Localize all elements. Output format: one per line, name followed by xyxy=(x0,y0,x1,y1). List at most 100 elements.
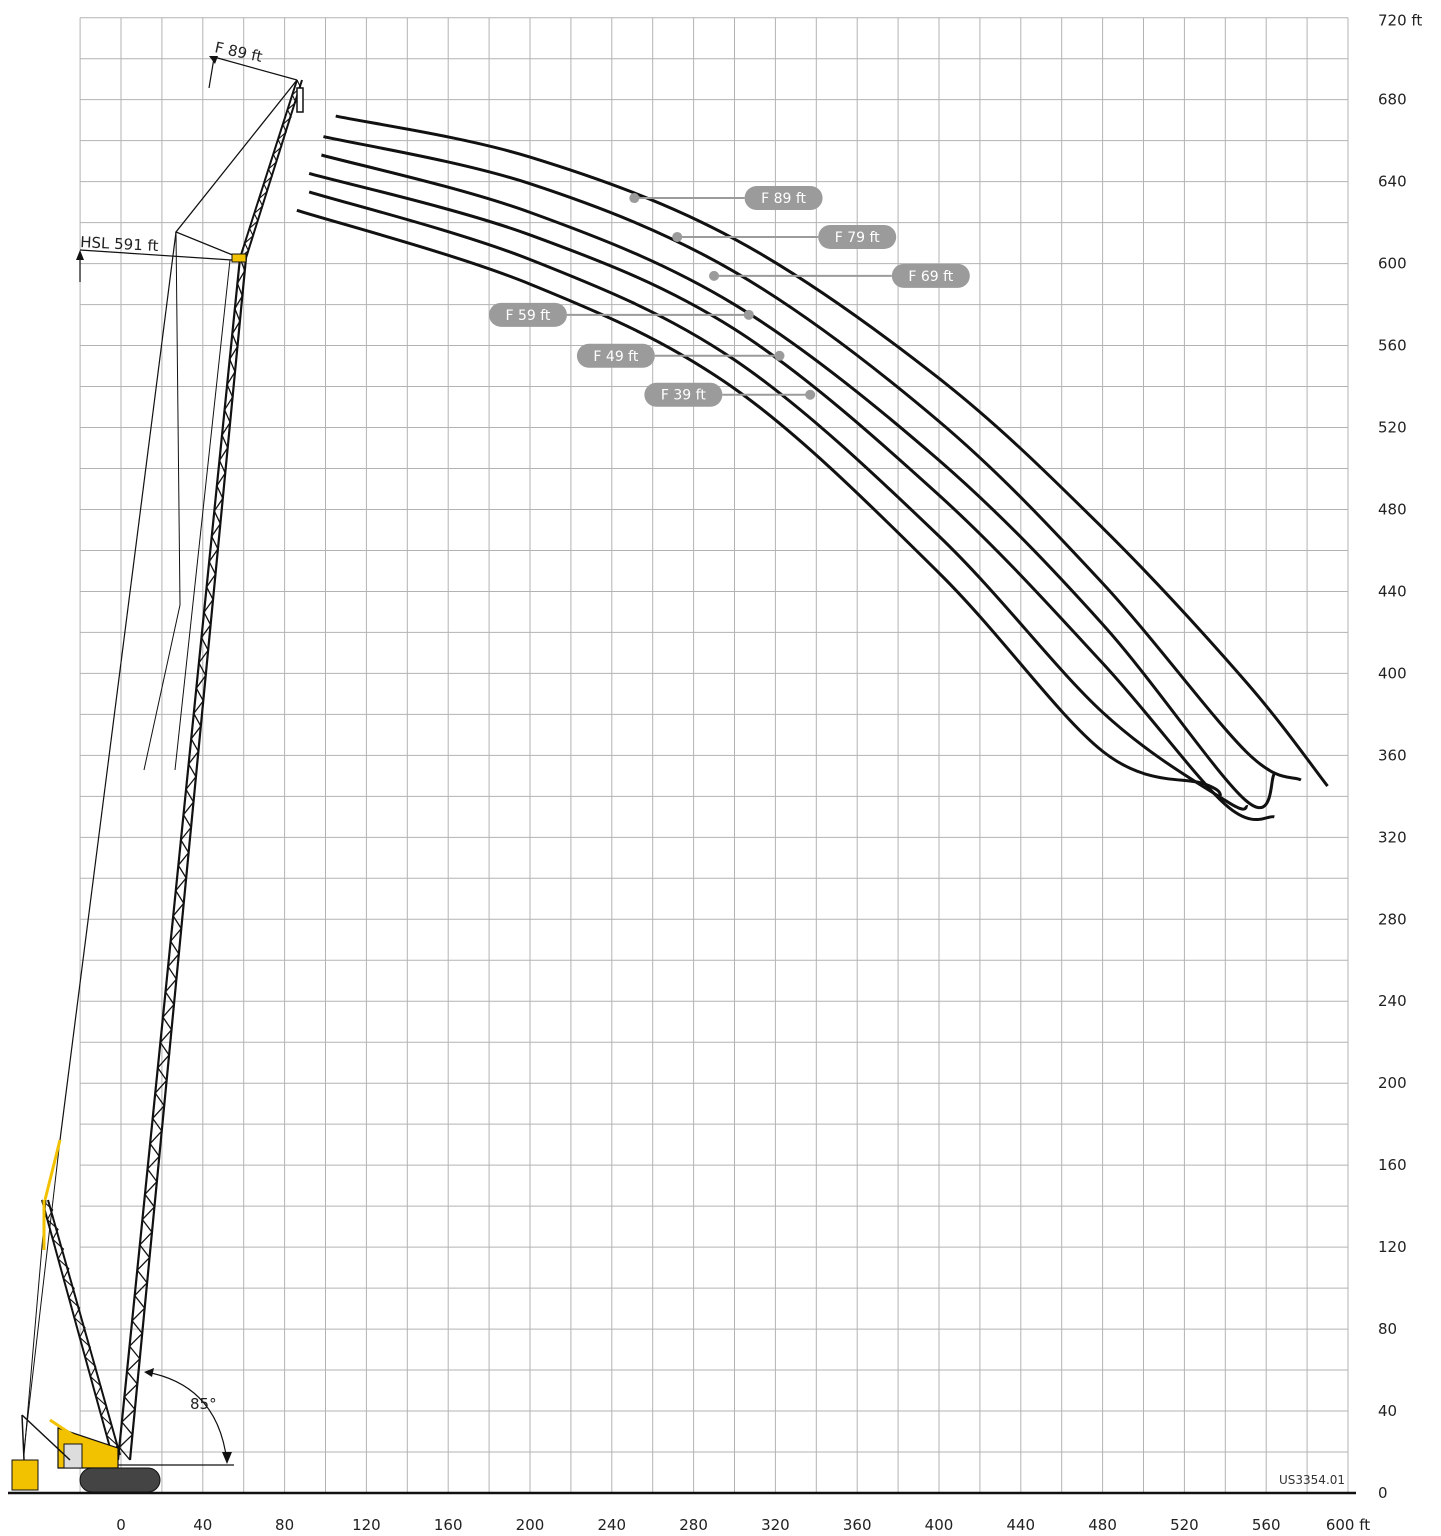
hsl-dimension-line xyxy=(79,249,233,261)
label-pill xyxy=(488,302,567,327)
hook-block xyxy=(296,87,304,113)
label-pill xyxy=(818,224,897,249)
x-tick-label: 560 xyxy=(1252,1516,1281,1534)
label-dot xyxy=(743,309,754,320)
label-dot xyxy=(774,350,785,361)
boom-chord xyxy=(116,257,242,1461)
derrick-arm xyxy=(21,1414,25,1461)
x-tick-label: 480 xyxy=(1088,1516,1117,1534)
guy-line xyxy=(174,259,231,771)
boom-lattice xyxy=(118,257,246,1461)
mast-lattice xyxy=(41,1199,118,1456)
arrow-head xyxy=(144,1368,154,1377)
series-label: F 69 ft xyxy=(908,269,953,285)
series-label: F 79 ft xyxy=(835,230,880,246)
label-dot xyxy=(805,389,816,400)
series-line xyxy=(323,135,1302,782)
y-tick-label: 480 xyxy=(1378,500,1407,518)
x-tick-label: 0 xyxy=(116,1516,126,1534)
mast-chord xyxy=(47,1199,121,1456)
y-tick-label: 120 xyxy=(1378,1238,1407,1256)
y-tick-label: 0 xyxy=(1378,1484,1388,1502)
y-tick-label: 280 xyxy=(1378,910,1407,928)
y-tick-label: 600 xyxy=(1378,255,1407,273)
jib-length-label: F 89 ft xyxy=(213,38,264,66)
jib-dimension-line xyxy=(213,56,298,81)
y-tick-label: 520 xyxy=(1378,419,1407,437)
x-tick-label: 320 xyxy=(761,1516,790,1534)
mast-guy xyxy=(23,1199,47,1456)
label-dot xyxy=(629,193,640,204)
x-tick-label: 160 xyxy=(434,1516,463,1534)
hsl-label: HSL 591 ft xyxy=(80,233,159,255)
y-tick-label: 240 xyxy=(1378,992,1407,1010)
x-tick-label: 280 xyxy=(679,1516,708,1534)
jib-lattice xyxy=(239,79,302,259)
curves xyxy=(296,114,1329,822)
x-tick-label: 360 xyxy=(843,1516,872,1534)
derrick-boom xyxy=(49,1418,111,1462)
series-line xyxy=(308,190,1249,811)
series-line xyxy=(296,208,1223,798)
x-tick-label: 240 xyxy=(597,1516,626,1534)
derrick-arm xyxy=(21,1414,71,1461)
x-tick-label: 520 xyxy=(1170,1516,1199,1534)
backstay xyxy=(59,231,177,1141)
y-tick-label: 160 xyxy=(1378,1156,1407,1174)
label-pill xyxy=(576,343,655,368)
drawing-code: US3354.01 xyxy=(1279,1473,1345,1487)
annotations: F 89 ft HSL 591 ft 85° US3354.01 xyxy=(76,38,1345,1487)
x-tick-label: 200 xyxy=(516,1516,545,1534)
x-tick-label: 80 xyxy=(275,1516,294,1534)
y-tick-label: 720 ft xyxy=(1378,12,1422,30)
y-tick-label: 640 xyxy=(1378,173,1407,191)
label-dot xyxy=(672,231,683,242)
y-tick-label: 680 xyxy=(1378,91,1407,109)
x-tick-label: 400 xyxy=(925,1516,954,1534)
x-tick-label: 600 ft xyxy=(1326,1516,1370,1534)
jib-dimension-arrow xyxy=(208,57,215,89)
crawler-track xyxy=(79,1467,161,1493)
label-pill xyxy=(744,186,823,211)
boom-chord xyxy=(128,257,248,1461)
series-label: F 59 ft xyxy=(505,308,550,324)
y-tick-label: 360 xyxy=(1378,746,1407,764)
y-tick-label: 440 xyxy=(1378,582,1407,600)
boom-head xyxy=(231,253,247,263)
x-tick-label: 440 xyxy=(1006,1516,1035,1534)
guy-line xyxy=(175,231,181,606)
series-line xyxy=(321,153,1276,810)
label-pill xyxy=(891,263,970,288)
arrow-head xyxy=(76,250,84,260)
y-tick-label: 40 xyxy=(1378,1402,1397,1420)
y-tick-label: 200 xyxy=(1378,1074,1407,1092)
jib-strut xyxy=(174,79,298,259)
counterweight xyxy=(63,1443,83,1469)
series-line xyxy=(335,114,1329,788)
guy-line xyxy=(143,604,181,771)
angle-arc xyxy=(145,1371,228,1463)
x-tick-label: 40 xyxy=(193,1516,212,1534)
arrow-head xyxy=(209,56,218,64)
boom-angle-label: 85° xyxy=(190,1395,217,1413)
label-dot xyxy=(709,270,720,281)
grid xyxy=(79,17,1349,1494)
series-label: F 49 ft xyxy=(593,349,638,365)
crane-illustration xyxy=(11,79,304,1493)
arrow-head xyxy=(222,1452,232,1464)
y-tick-label: 560 xyxy=(1378,337,1407,355)
backstay xyxy=(23,1139,61,1451)
mast-top xyxy=(43,1139,62,1201)
axes: 0 40 80 120 160 200 240 280 320 360 400 440 480 520 56… xyxy=(8,12,1422,1534)
suspended-ballast xyxy=(11,1459,39,1491)
y-tick-label: 400 xyxy=(1378,664,1407,682)
series-label: F 89 ft xyxy=(761,191,806,207)
series-line xyxy=(308,171,1275,822)
jib-chord xyxy=(245,79,303,259)
y-tick-label: 320 xyxy=(1378,828,1407,846)
series-label: F 39 ft xyxy=(661,388,706,404)
curve-labels: F 89 ft F 79 ft F 69 ft F 59 ft F 49 ft F 39 … xyxy=(488,186,970,407)
x-tick-label: 120 xyxy=(352,1516,381,1534)
mast-chord xyxy=(41,1199,113,1456)
